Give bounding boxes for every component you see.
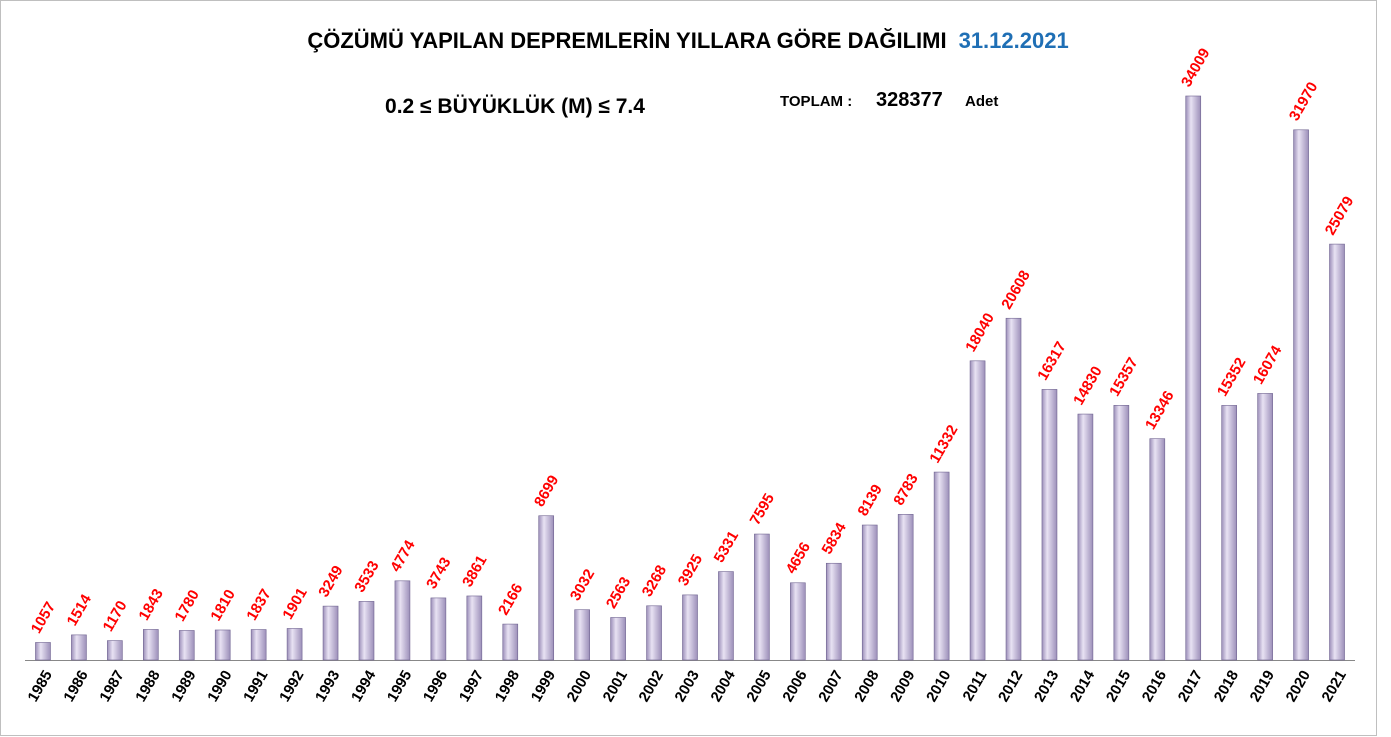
bar: [538, 515, 555, 661]
bar: [610, 617, 626, 661]
chart-date: 31.12.2021: [959, 28, 1069, 53]
bar: [502, 623, 519, 661]
total-label: TOPLAM :: [780, 93, 852, 110]
bar: [1077, 413, 1094, 661]
bar: [933, 471, 950, 661]
bar: [430, 597, 447, 661]
bar: [646, 605, 662, 661]
bar: [466, 595, 483, 661]
bar: [861, 524, 878, 661]
bar: [1257, 393, 1273, 661]
bar: [35, 642, 51, 661]
bar: [107, 640, 123, 661]
bar: [1113, 405, 1130, 661]
total-value: 328377: [876, 89, 943, 111]
bar: [1041, 389, 1058, 661]
bar: [718, 571, 734, 661]
bar: [754, 533, 770, 661]
bar: [322, 605, 339, 661]
bar: [1329, 243, 1345, 661]
bar: [143, 629, 159, 661]
chart-title: ÇÖZÜMÜ YAPILAN DEPREMLERİN YILLARA GÖRE …: [307, 28, 946, 53]
bar: [1185, 95, 1202, 661]
bar: [71, 634, 87, 661]
bar: [1149, 438, 1166, 661]
bar: [250, 629, 267, 661]
bar: [897, 514, 914, 661]
bar: [1005, 317, 1022, 661]
bar: [358, 601, 375, 661]
bar: [394, 580, 411, 661]
bar: [790, 582, 806, 661]
bar: [1221, 405, 1237, 661]
chart-subtitle: 0.2 ≤ BÜYÜKLÜK (M) ≤ 7.4: [385, 95, 645, 118]
bar: [825, 562, 842, 661]
bar: [214, 629, 231, 661]
bar: [969, 360, 986, 661]
bar: [178, 630, 195, 661]
bar: [574, 609, 590, 661]
total-unit: Adet: [965, 93, 998, 110]
bar: [1293, 129, 1309, 661]
bar: [682, 594, 698, 661]
bar: [286, 628, 303, 661]
